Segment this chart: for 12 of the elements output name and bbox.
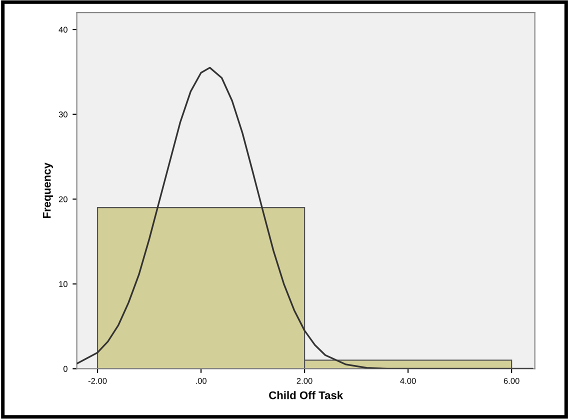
y-tick-label: 30 <box>58 112 68 118</box>
y-tick-label: 0 <box>63 366 68 372</box>
x-tick-label: -2.00 <box>88 378 107 384</box>
y-tick-label: 10 <box>59 281 68 288</box>
x-tick-label: 4.00 <box>400 378 416 384</box>
y-axis-title: Frequency <box>43 162 53 218</box>
x-tick-label: .00 <box>196 378 206 384</box>
x-tick-label: 6.00 <box>504 378 520 384</box>
y-tick-label: 20 <box>58 196 68 202</box>
x-axis-title: Child Off Task <box>269 391 344 400</box>
y-tick-label: 40 <box>58 26 68 33</box>
x-tick-label: 2.00 <box>296 378 312 384</box>
